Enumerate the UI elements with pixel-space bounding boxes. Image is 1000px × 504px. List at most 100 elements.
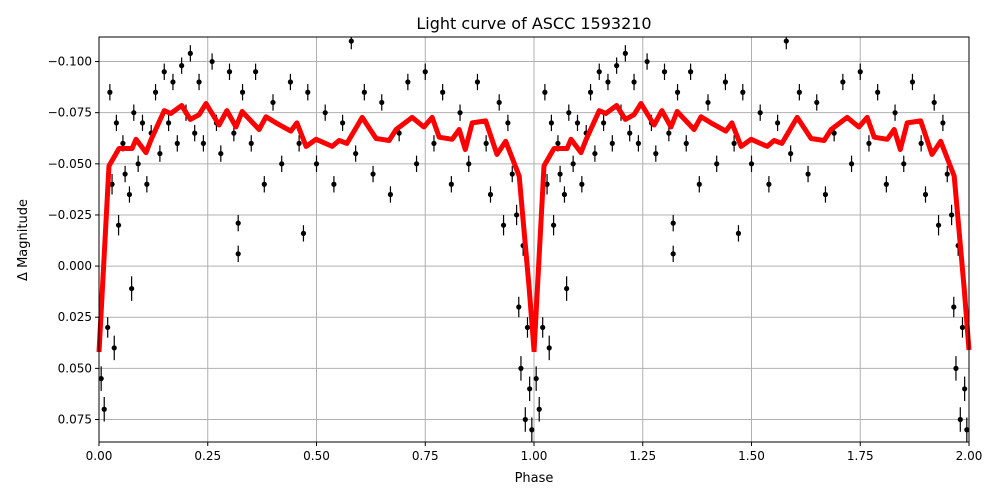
data-point — [922, 191, 929, 198]
data-point — [279, 161, 285, 167]
x-tick-label: 0.25 — [194, 449, 221, 463]
data-point — [674, 89, 681, 95]
data-point — [474, 79, 481, 85]
data-point — [683, 140, 689, 146]
data-point — [822, 191, 829, 198]
y-tick-label: −0.075 — [48, 106, 92, 120]
data-point — [840, 79, 846, 85]
data-point — [120, 140, 126, 146]
data-point — [722, 79, 729, 85]
data-point — [487, 191, 494, 198]
data-point — [348, 38, 354, 44]
data-point — [796, 89, 802, 95]
x-axis-ticks: 0.00 0.25 0.50 0.75 1.00 1.25 1.50 1.75 2.00 — [86, 442, 983, 463]
data-point — [196, 79, 202, 85]
data-point — [413, 161, 420, 167]
data-point — [126, 191, 133, 198]
y-tick-label: 0.075 — [58, 413, 92, 427]
data-point — [516, 304, 522, 310]
data-point — [192, 130, 198, 136]
data-point — [570, 161, 576, 167]
data-point — [287, 79, 293, 85]
data-point — [601, 120, 607, 126]
data-point — [200, 140, 206, 146]
data-point — [161, 69, 167, 75]
data-point — [170, 79, 176, 85]
data-point — [550, 222, 557, 228]
data-point — [152, 89, 159, 95]
data-point — [959, 324, 966, 331]
data-point — [105, 324, 111, 331]
data-point — [653, 150, 659, 157]
data-point — [231, 130, 237, 136]
data-point — [174, 140, 180, 146]
data-point — [605, 79, 611, 85]
data-point — [661, 69, 668, 75]
data-point — [396, 130, 402, 136]
data-point — [866, 140, 872, 146]
chart-title: Light curve of ASCC 1593210 — [416, 14, 651, 33]
data-point — [253, 69, 259, 75]
model-curve — [96, 101, 972, 353]
data-point — [331, 181, 337, 187]
data-point — [107, 89, 113, 95]
data-point — [875, 89, 881, 95]
x-tick-label: 1.75 — [847, 449, 874, 463]
data-point — [705, 99, 711, 106]
data-points — [98, 37, 970, 442]
data-point — [644, 58, 650, 65]
data-point — [740, 89, 746, 95]
data-point — [561, 191, 568, 198]
data-point — [457, 110, 463, 116]
data-point — [226, 69, 233, 75]
data-point — [536, 406, 542, 412]
data-point — [533, 375, 539, 382]
data-point — [901, 161, 907, 167]
data-point — [931, 99, 937, 106]
x-tick-label: 1.50 — [738, 449, 765, 463]
data-point — [892, 110, 898, 116]
y-tick-label: −0.050 — [48, 157, 92, 171]
data-point — [235, 220, 241, 226]
data-point — [129, 285, 135, 292]
data-point — [951, 304, 957, 310]
data-point — [557, 171, 563, 177]
data-point — [187, 50, 193, 56]
data-point — [235, 251, 241, 257]
x-tick-label: 2.00 — [956, 449, 983, 463]
data-point — [209, 58, 215, 65]
data-point — [139, 120, 146, 126]
data-point — [731, 140, 737, 146]
data-point — [614, 63, 620, 69]
data-point — [422, 69, 428, 75]
data-point — [579, 181, 585, 187]
data-point — [166, 120, 172, 126]
y-axis-label: Δ Magnitude — [16, 199, 31, 281]
data-point — [609, 140, 615, 146]
data-point — [587, 89, 594, 95]
data-point — [518, 365, 524, 371]
data-point — [239, 89, 246, 95]
x-tick-label: 0.00 — [86, 449, 113, 463]
data-point — [144, 181, 150, 187]
data-point — [466, 161, 472, 167]
data-point — [431, 140, 437, 146]
data-point — [957, 416, 963, 423]
data-point — [596, 69, 602, 75]
data-point — [483, 140, 489, 146]
data-point — [714, 161, 720, 167]
data-point — [735, 230, 742, 236]
data-point — [261, 181, 267, 187]
data-point — [548, 120, 555, 126]
x-tick-label: 1.25 — [629, 449, 656, 463]
model-line — [96, 101, 537, 353]
data-point — [748, 161, 755, 167]
data-point — [387, 191, 394, 198]
data-point — [953, 365, 959, 371]
data-point — [940, 120, 946, 126]
y-tick-label: −0.025 — [48, 208, 92, 222]
data-point — [270, 99, 276, 106]
data-point — [340, 120, 346, 126]
x-tick-label: 0.50 — [303, 449, 330, 463]
data-point — [555, 140, 561, 146]
